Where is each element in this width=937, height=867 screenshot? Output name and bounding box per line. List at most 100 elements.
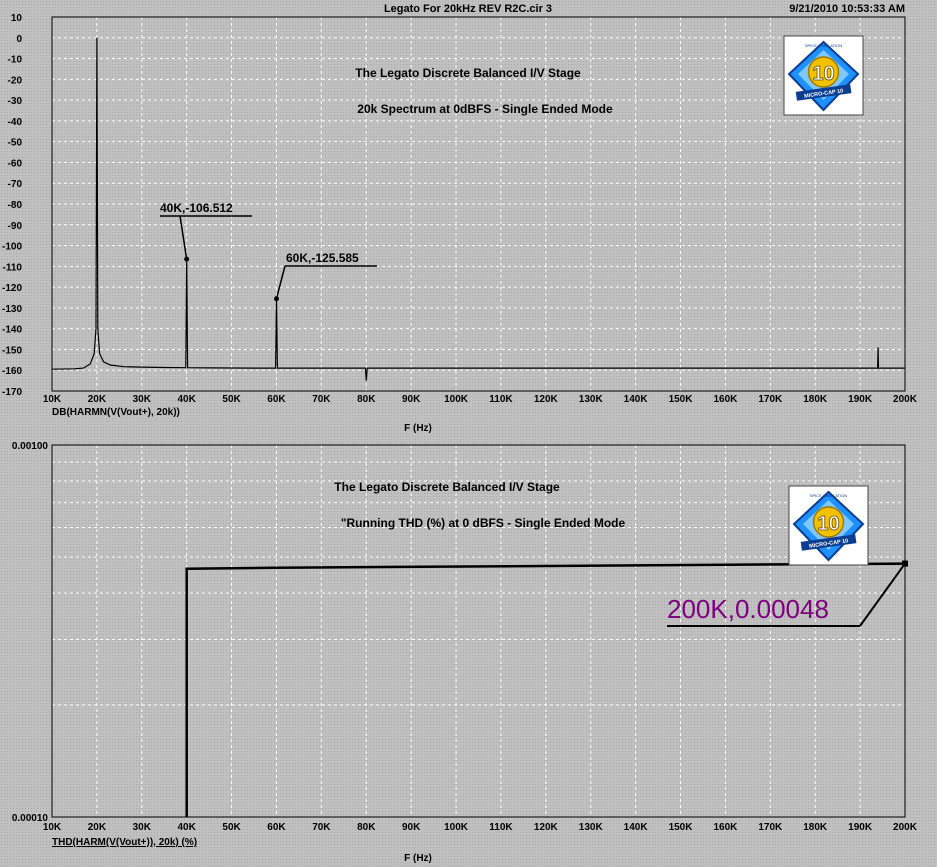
x-tick-label: 90K bbox=[402, 394, 421, 405]
y-tick-label: -10 bbox=[8, 55, 23, 66]
logo-seal bbox=[812, 506, 845, 538]
microcap-logo-2: 10 MICRO-CAP 10 SPICE SIMULATION bbox=[788, 485, 869, 566]
logo-top-text: SPICE SIMULATION bbox=[810, 493, 847, 498]
logo-ring-text: MICRO-CAP 10 bbox=[809, 538, 849, 549]
spectrum-chart: 10 0 -10 -20 -30 -40 -50 -60 -70 -80 -90 -100 -110 -1… bbox=[2, 13, 918, 434]
y-tick-label: -20 bbox=[8, 75, 23, 86]
x-tick-label: 170K bbox=[758, 822, 783, 833]
window-title: Legato For 20kHz REV R2C.cir 3 bbox=[384, 3, 552, 15]
annotation-marker bbox=[902, 560, 908, 567]
x-tick-label: 190K bbox=[848, 394, 873, 405]
y-tick-label: -60 bbox=[8, 158, 23, 169]
x-tick-label: 100K bbox=[444, 822, 469, 833]
y-tick-label: -80 bbox=[8, 200, 23, 211]
x-tick-label: 40K bbox=[178, 822, 197, 833]
thd-grid bbox=[51, 445, 906, 817]
logo-seal bbox=[807, 56, 840, 88]
x-tick-label: 170K bbox=[758, 394, 783, 405]
thd-trace-label: THD(HARM(V(Vout+)), 20k) (%) bbox=[52, 837, 197, 848]
x-tick-label: 80K bbox=[357, 394, 376, 405]
annotation-label: 200K,0.00048 bbox=[667, 594, 829, 624]
y-tick-label: -110 bbox=[3, 262, 23, 273]
thd-annotations: 200K,0.00048 bbox=[667, 560, 908, 627]
x-tick-label: 90K bbox=[402, 822, 421, 833]
x-tick-label: 30K bbox=[133, 822, 152, 833]
y-tick-label: -40 bbox=[8, 117, 23, 128]
thd-plot-frame bbox=[51, 444, 906, 818]
x-tick-label: 150K bbox=[669, 822, 694, 833]
logo-ribbon bbox=[800, 534, 857, 551]
x-tick-label: 50K bbox=[222, 394, 241, 405]
y-tick-label: -90 bbox=[8, 221, 23, 232]
logo-number: 10 bbox=[812, 63, 834, 85]
x-tick-label: 10K bbox=[43, 822, 62, 833]
x-tick-label: 130K bbox=[579, 822, 604, 833]
thd-trace bbox=[185, 562, 906, 817]
annotation-label: 40K,-106.512 bbox=[160, 201, 233, 215]
x-tick-label: 80K bbox=[357, 822, 376, 833]
thd-title-line-1: The Legato Discrete Balanced I/V Stage bbox=[334, 480, 560, 494]
x-tick-label: 70K bbox=[312, 822, 331, 833]
thd-x-ticks: 10K 20K 30K 40K 50K 60K 70K 80K 90K 100K 110K 120K 1… bbox=[43, 822, 918, 833]
x-tick-label: 140K bbox=[624, 822, 649, 833]
y-tick-label: -70 bbox=[8, 179, 23, 190]
x-tick-label: 180K bbox=[803, 822, 828, 833]
annotation-leader bbox=[275, 265, 286, 299]
y-tick-label: -30 bbox=[8, 96, 23, 107]
x-tick-label: 60K bbox=[267, 822, 286, 833]
y-tick-label: -50 bbox=[8, 138, 23, 149]
annotation-marker bbox=[273, 296, 279, 302]
spectrum-trace bbox=[51, 37, 905, 381]
spectrum-x-axis-label: F (Hz) bbox=[404, 423, 432, 434]
logo-number: 10 bbox=[817, 513, 839, 535]
y-tick-label: -160 bbox=[2, 366, 22, 377]
spectrum-annotations: 40K,-106.512 60K,-125.585 bbox=[160, 201, 377, 302]
annotation-label: 60K,-125.585 bbox=[286, 251, 359, 265]
spectrum-x-ticks: 10K 20K 30K 40K 50K 60K 70K 80K 90K 100K 110K 120K 1… bbox=[43, 394, 918, 405]
x-tick-label: 100K bbox=[444, 394, 469, 405]
logo-top-text: SPICE SIMULATION bbox=[805, 43, 842, 48]
thd-x-axis-label: F (Hz) bbox=[404, 853, 432, 864]
y-tick-label: -150 bbox=[2, 345, 22, 356]
thd-chart: 0.00100 0.00010 10K 20K 30K 40K 50K 60K 70K 80K… bbox=[12, 441, 918, 864]
spectrum-title-line-1: The Legato Discrete Balanced I/V Stage bbox=[355, 66, 581, 80]
x-tick-label: 110K bbox=[489, 822, 513, 833]
x-tick-label: 70K bbox=[312, 394, 331, 405]
x-tick-label: 20K bbox=[88, 822, 107, 833]
y-tick-label: -120 bbox=[2, 283, 22, 294]
x-tick-label: 120K bbox=[534, 822, 559, 833]
y-tick-label: 10 bbox=[11, 13, 23, 24]
annotation-marker bbox=[184, 256, 190, 262]
y-tick-label: -100 bbox=[2, 242, 22, 253]
x-tick-label: 160K bbox=[713, 394, 738, 405]
x-tick-label: 120K bbox=[534, 394, 559, 405]
y-tick-label: -140 bbox=[2, 325, 22, 336]
x-tick-label: 130K bbox=[579, 394, 604, 405]
x-tick-label: 110K bbox=[489, 394, 513, 405]
y-tick-label: -170 bbox=[2, 387, 22, 398]
x-tick-label: 20K bbox=[88, 394, 107, 405]
x-tick-label: 190K bbox=[848, 822, 873, 833]
x-tick-label: 40K bbox=[178, 394, 197, 405]
y-tick-label: 0 bbox=[16, 34, 22, 45]
x-tick-label: 140K bbox=[624, 394, 649, 405]
x-tick-label: 30K bbox=[133, 394, 152, 405]
x-tick-label: 160K bbox=[713, 822, 738, 833]
logo-ring-text: MICRO-CAP 10 bbox=[804, 88, 844, 99]
x-tick-label: 180K bbox=[803, 394, 828, 405]
x-tick-label: 50K bbox=[222, 822, 241, 833]
thd-y-tick-top: 0.00100 bbox=[12, 441, 49, 452]
annotation-leader bbox=[179, 215, 188, 260]
spectrum-title-line-2: 20k Spectrum at 0dBFS - Single Ended Mod… bbox=[357, 102, 613, 116]
x-tick-label: 200K bbox=[893, 822, 918, 833]
y-tick-label: -130 bbox=[2, 304, 22, 315]
x-tick-label: 200K bbox=[893, 394, 918, 405]
x-tick-label: 150K bbox=[669, 394, 694, 405]
spectrum-y-ticks: 10 0 -10 -20 -30 -40 -50 -60 -70 -80 -90 -100 -110 -1… bbox=[2, 13, 22, 398]
spectrum-trace-label: DB(HARMN(V(Vout+), 20k)) bbox=[52, 407, 180, 418]
x-tick-label: 60K bbox=[267, 394, 286, 405]
thd-y-tick-bottom: 0.00010 bbox=[12, 813, 49, 824]
timestamp: 9/21/2010 10:53:33 AM bbox=[789, 3, 905, 15]
annotation-leader bbox=[859, 562, 906, 627]
